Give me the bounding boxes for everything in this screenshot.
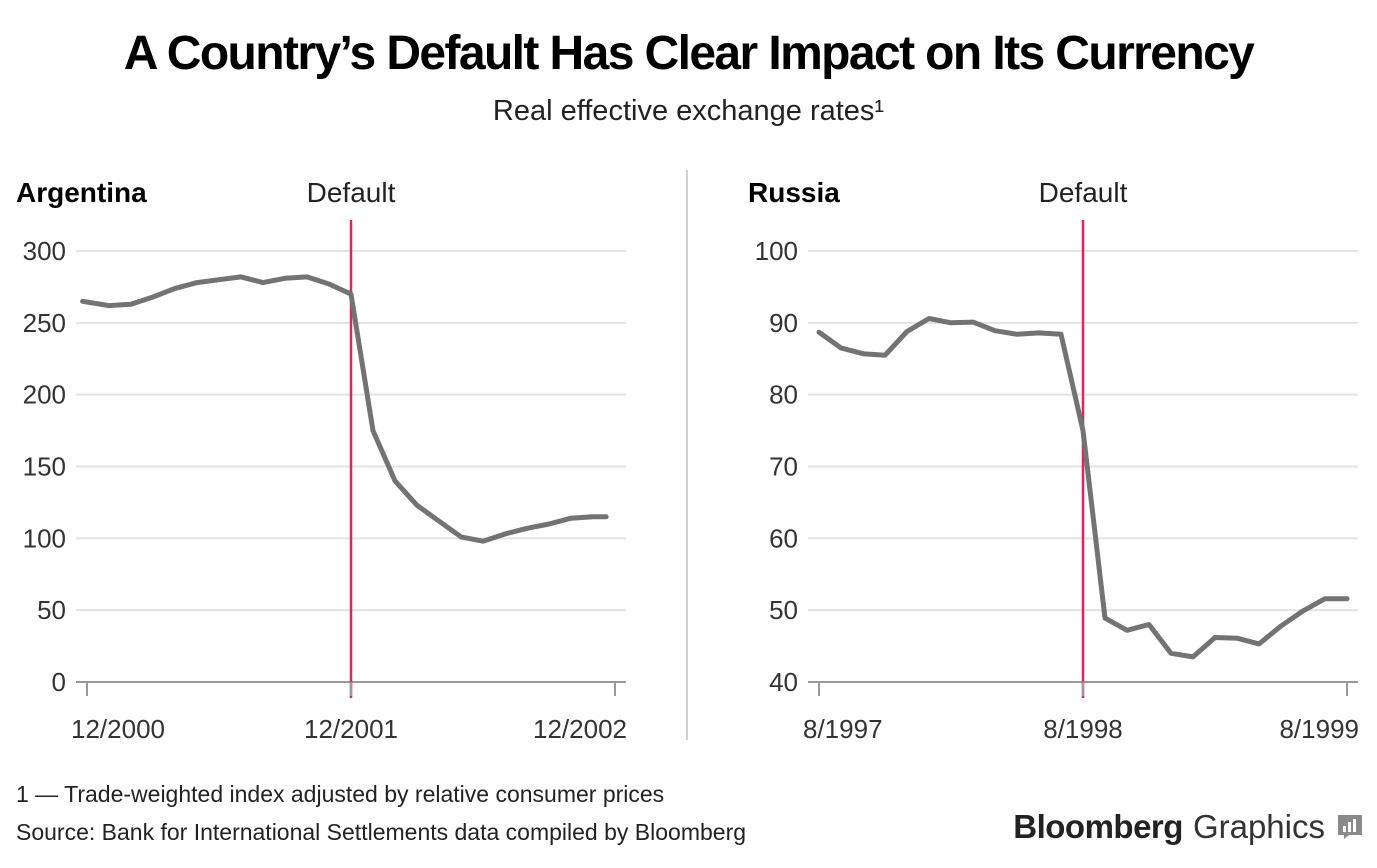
- chart-title: A Country’s Default Has Clear Impact on …: [123, 27, 1255, 80]
- argentina-exchange-rate-line: [80, 274, 609, 544]
- panel-title-argentina: Argentina: [16, 177, 147, 208]
- argentina-x-tick-label: 12/2001: [304, 714, 398, 744]
- argentina-y-tick-label: 0: [52, 667, 66, 697]
- russia-y-tick-label: 60: [769, 523, 798, 553]
- brand-name: Bloomberg: [1013, 808, 1183, 845]
- argentina-y-tick-label: 300: [23, 236, 66, 266]
- argentina-y-tick-label: 250: [23, 308, 66, 338]
- russia-x-tick-label: 8/1999: [1279, 714, 1359, 744]
- argentina-y-tick-label: 150: [23, 452, 66, 482]
- russia-y-tick-label: 90: [769, 308, 798, 338]
- russia-exchange-rate-line: [816, 316, 1350, 660]
- russia-x-tick-label: 8/1998: [1043, 714, 1123, 744]
- argentina-x-tick-label: 12/2002: [533, 714, 627, 744]
- argentina-x-tick-label: 12/2000: [71, 714, 165, 744]
- bloomberg-graphics-logo: Bloomberg Graphics: [1013, 808, 1363, 846]
- russia-x-tick-label: 8/1997: [803, 714, 883, 744]
- argentina-y-tick-label: 50: [37, 595, 66, 625]
- russia-y-tick-label: 80: [769, 380, 798, 410]
- argentina-y-tick-label: 100: [23, 523, 66, 553]
- russia-default-label: Default: [1039, 177, 1128, 208]
- russia-y-tick-label: 100: [755, 236, 798, 266]
- footnote: 1 — Trade-weighted index adjusted by rel…: [16, 781, 665, 807]
- russia-y-tick-label: 40: [769, 667, 798, 697]
- chart-subtitle: Real effective exchange rates¹: [492, 95, 885, 127]
- russia-y-tick-label: 70: [769, 452, 798, 482]
- russia-panel: Russia Default 40 50 60 70 80 90 100 8/1997 8/19…: [748, 177, 1359, 744]
- argentina-default-label: Default: [307, 177, 396, 208]
- panel-title-russia: Russia: [748, 177, 840, 208]
- chart-icon: [1338, 815, 1362, 839]
- russia-y-tick-label: 50: [769, 595, 798, 625]
- argentina-y-tick-label: 200: [23, 380, 66, 410]
- source-note: Source: Bank for International Settlemen…: [16, 819, 747, 845]
- argentina-panel: Argentina Default 0 50 100 150 200 250 300 12/2…: [16, 177, 627, 744]
- brand-suffix: Graphics: [1192, 808, 1325, 845]
